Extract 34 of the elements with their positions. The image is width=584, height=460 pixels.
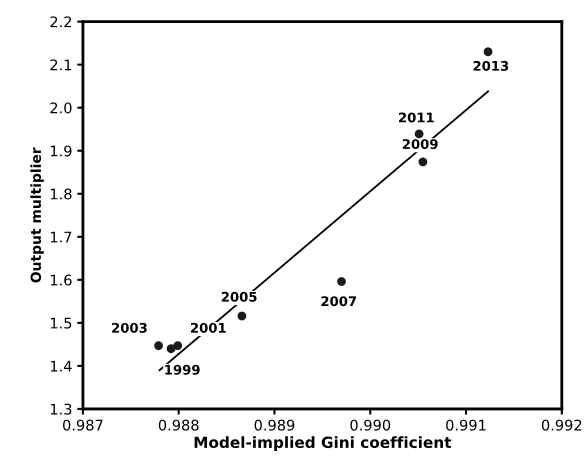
point: [484, 47, 492, 56]
y-tick-label: 1.4: [50, 360, 72, 372]
y-tick-label: 2.2: [50, 16, 72, 28]
annotation: 2007: [321, 296, 356, 306]
x-tick-label: 0.992: [542, 420, 582, 431]
point: [414, 130, 424, 138]
point: [154, 341, 163, 350]
y-tick-label: 1.8: [50, 188, 72, 200]
y-tick-label: 2.1: [50, 59, 72, 70]
x-tick-label: 0.988: [158, 420, 199, 431]
x-tick-label: 0.990: [350, 420, 390, 431]
y-tick-label: 2.0: [50, 102, 72, 114]
annotation: 2003: [112, 322, 147, 333]
point: [238, 312, 246, 320]
annotation: 1999: [165, 364, 200, 375]
y-tick-label: 1.5: [50, 318, 72, 329]
x-tick-label: 0.989: [254, 420, 294, 431]
y-tick-label: 1.7: [50, 232, 72, 242]
point: [166, 344, 176, 354]
y-tick-label: 1.9: [50, 145, 72, 156]
annotation: 2013: [474, 60, 508, 71]
x-tick-label: 0.987: [63, 420, 103, 431]
annotation: 2001: [190, 322, 226, 333]
point: [173, 341, 182, 350]
annotation: 2011: [399, 112, 434, 122]
y-tick-label: 1.6: [50, 274, 72, 286]
y-axis-title: Output multiplier: [30, 147, 44, 283]
annotation: 2009: [402, 139, 438, 150]
annotation: 2005: [222, 292, 257, 302]
x-axis-title: Model-implied Gini coefficient: [194, 436, 452, 452]
point: [418, 158, 428, 166]
x-tick-label: 0.991: [446, 420, 486, 431]
y-tick-label: 1.3: [50, 404, 72, 415]
point: [337, 277, 346, 286]
